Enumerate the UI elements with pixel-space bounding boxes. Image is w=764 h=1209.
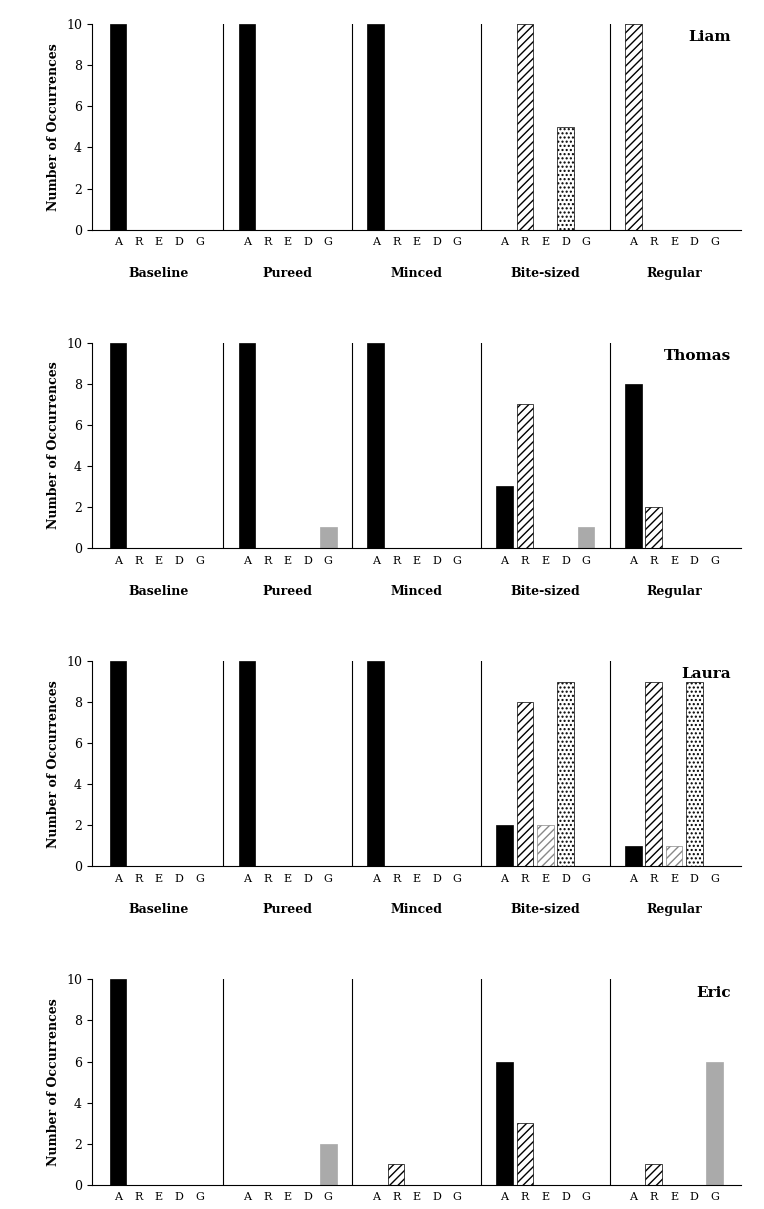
Bar <box>320 1144 337 1185</box>
Bar <box>387 1164 404 1185</box>
Y-axis label: Number of Occurrences: Number of Occurrences <box>47 999 60 1165</box>
Bar <box>557 127 574 230</box>
Text: Bite-sized: Bite-sized <box>510 903 580 916</box>
Text: Baseline: Baseline <box>128 903 189 916</box>
Bar <box>238 24 255 230</box>
Text: Minced: Minced <box>390 585 442 598</box>
Text: Minced: Minced <box>390 266 442 279</box>
Bar <box>665 846 682 867</box>
Bar <box>578 527 594 548</box>
Bar <box>110 24 127 230</box>
Text: Laura: Laura <box>681 667 731 681</box>
Bar <box>706 1062 723 1185</box>
Text: Eric: Eric <box>697 985 731 1000</box>
Bar <box>625 383 642 548</box>
Bar <box>646 507 662 548</box>
Bar <box>646 1164 662 1185</box>
Bar <box>110 979 127 1185</box>
Bar <box>367 24 384 230</box>
Text: Thomas: Thomas <box>664 348 731 363</box>
Bar <box>238 342 255 548</box>
Bar <box>110 661 127 867</box>
Bar <box>496 826 513 867</box>
Text: Baseline: Baseline <box>128 585 189 598</box>
Bar <box>625 846 642 867</box>
Bar <box>367 661 384 867</box>
Bar <box>110 342 127 548</box>
Text: Pureed: Pureed <box>263 266 312 279</box>
Text: Regular: Regular <box>646 903 702 916</box>
Text: Pureed: Pureed <box>263 585 312 598</box>
Bar <box>496 486 513 548</box>
Bar <box>367 342 384 548</box>
Bar <box>238 661 255 867</box>
Y-axis label: Number of Occurrences: Number of Occurrences <box>47 679 60 848</box>
Bar <box>516 702 533 867</box>
Bar <box>686 682 703 867</box>
Text: Minced: Minced <box>390 903 442 916</box>
Bar <box>537 826 553 867</box>
Text: Bite-sized: Bite-sized <box>510 266 580 279</box>
Y-axis label: Number of Occurrences: Number of Occurrences <box>47 44 60 210</box>
Text: Bite-sized: Bite-sized <box>510 585 580 598</box>
Text: Liam: Liam <box>688 30 731 45</box>
Y-axis label: Number of Occurrences: Number of Occurrences <box>47 361 60 530</box>
Text: Pureed: Pureed <box>263 903 312 916</box>
Bar <box>516 24 533 230</box>
Bar <box>320 527 337 548</box>
Bar <box>496 1062 513 1185</box>
Bar <box>516 1123 533 1185</box>
Text: Regular: Regular <box>646 585 702 598</box>
Bar <box>516 404 533 548</box>
Text: Baseline: Baseline <box>128 266 189 279</box>
Bar <box>646 682 662 867</box>
Text: Regular: Regular <box>646 266 702 279</box>
Bar <box>557 682 574 867</box>
Bar <box>625 24 642 230</box>
